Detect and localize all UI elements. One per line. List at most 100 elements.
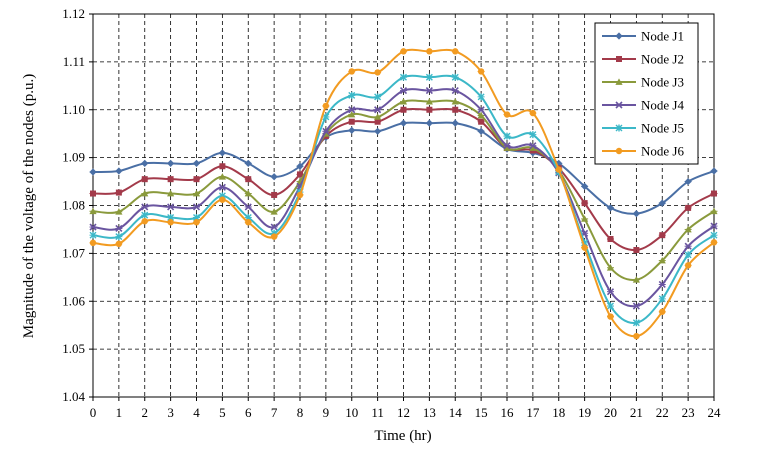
data-point	[374, 69, 381, 76]
data-point	[296, 191, 304, 199]
data-point	[658, 199, 666, 207]
data-point	[503, 142, 511, 150]
data-point	[348, 110, 356, 118]
data-point	[425, 73, 433, 81]
data-point	[426, 106, 433, 113]
data-point	[710, 231, 718, 239]
data-point	[374, 106, 382, 114]
data-point	[632, 319, 640, 327]
data-point	[632, 302, 640, 310]
data-point	[607, 236, 614, 243]
legend-marker	[615, 32, 623, 40]
y-tick-label: 1.12	[62, 6, 85, 21]
legend-marker	[615, 147, 623, 155]
y-tick-label: 1.10	[62, 102, 85, 117]
data-point	[167, 159, 175, 167]
data-point	[245, 176, 252, 183]
x-tick-label: 0	[90, 405, 97, 420]
data-point	[503, 132, 511, 140]
data-point	[425, 98, 433, 105]
x-tick-label: 18	[552, 405, 565, 420]
x-tick-label: 2	[142, 405, 149, 420]
data-point	[374, 118, 381, 125]
data-point	[193, 219, 200, 226]
data-point	[141, 159, 149, 167]
data-point	[607, 302, 614, 310]
data-point	[710, 167, 718, 175]
data-point	[477, 106, 485, 114]
x-axis-title: Time (hr)	[374, 428, 431, 444]
legend-marker	[616, 56, 622, 62]
data-point	[477, 127, 485, 135]
data-point	[478, 118, 485, 125]
x-tick-label: 9	[323, 405, 330, 420]
data-point	[270, 223, 278, 231]
data-point	[684, 177, 692, 186]
x-tick-label: 20	[604, 405, 617, 420]
data-point	[529, 131, 537, 139]
x-tick-label: 21	[630, 405, 643, 420]
series-3	[89, 98, 718, 283]
x-tick-label: 1	[116, 405, 123, 420]
data-point	[115, 240, 123, 247]
legend-label: Node J3	[641, 75, 684, 90]
data-point	[297, 171, 303, 178]
data-point	[685, 204, 692, 211]
legend-label: Node J2	[641, 52, 684, 67]
data-point	[477, 93, 485, 101]
series-6	[89, 48, 718, 340]
x-tick-label: 16	[501, 405, 515, 420]
data-point	[89, 231, 97, 239]
data-point	[115, 208, 123, 215]
data-point	[529, 142, 537, 150]
y-axis-ticks: 1.04 1.05 1.06 1.07 1.08 1.09 1.10 1.11 1.12	[62, 6, 93, 404]
data-point	[322, 102, 330, 110]
data-point	[451, 119, 459, 127]
data-point	[452, 106, 459, 113]
legend-box	[594, 22, 699, 165]
y-tick-label: 1.08	[62, 198, 85, 213]
data-point	[710, 207, 718, 215]
data-point	[348, 126, 356, 134]
data-point	[633, 332, 640, 340]
x-tick-label: 5	[219, 405, 226, 420]
data-point	[218, 183, 226, 191]
y-tick-label: 1.04	[62, 389, 85, 404]
data-point	[219, 163, 226, 170]
y-tick-label: 1.11	[63, 54, 85, 69]
data-point	[141, 211, 149, 219]
data-point	[659, 232, 666, 239]
series-group	[89, 48, 718, 340]
data-point	[296, 162, 304, 170]
data-point	[167, 189, 175, 197]
data-point	[322, 127, 330, 135]
data-point	[606, 204, 615, 212]
data-point	[270, 173, 278, 181]
data-point	[399, 87, 408, 95]
data-point	[141, 218, 148, 225]
y-tick-label: 1.09	[62, 150, 85, 165]
data-point	[555, 166, 562, 173]
data-point	[244, 159, 252, 167]
x-tick-label: 3	[167, 405, 174, 420]
data-point	[710, 239, 718, 246]
legend-label: Node J6	[641, 144, 684, 159]
data-point	[192, 189, 201, 197]
y-tick-label: 1.07	[62, 245, 85, 260]
data-point	[374, 113, 382, 120]
data-point	[89, 223, 97, 231]
x-tick-label: 12	[397, 405, 410, 420]
data-point	[451, 98, 459, 105]
data-point	[270, 233, 278, 240]
data-point	[425, 119, 433, 127]
data-point	[529, 144, 537, 151]
x-tick-label: 23	[682, 405, 695, 420]
data-point	[659, 308, 666, 315]
data-point	[607, 313, 614, 320]
data-point	[219, 196, 226, 203]
data-point	[89, 168, 97, 176]
data-point	[426, 48, 433, 55]
x-tick-label: 19	[578, 405, 591, 420]
data-point	[90, 190, 96, 197]
x-tick-label: 8	[297, 405, 304, 420]
